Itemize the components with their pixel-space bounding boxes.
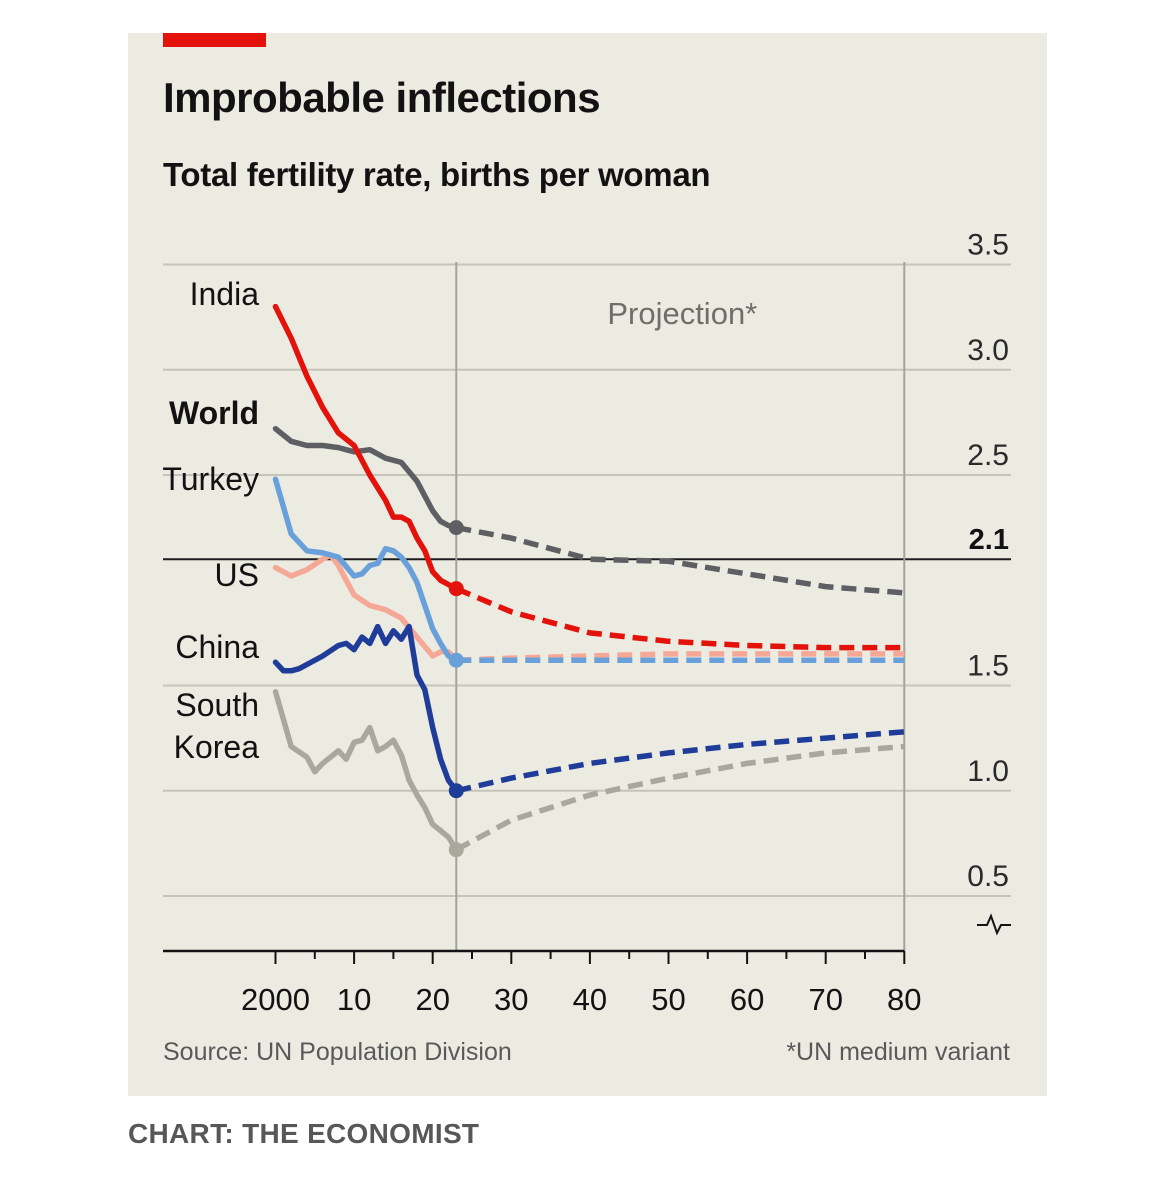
y-tick-label-2-1: 2.1 xyxy=(969,524,1009,556)
series-line-world xyxy=(272,425,460,531)
series-projection-india xyxy=(455,586,905,651)
x-tick-label-40: 40 xyxy=(573,982,607,1017)
y-tick-label-2.5: 2.5 xyxy=(967,439,1009,472)
series-label-us: US xyxy=(215,557,259,593)
y-tick-label-0.5: 0.5 xyxy=(967,860,1009,893)
y-axis-break-icon xyxy=(977,913,1011,936)
series-marker-world xyxy=(448,520,464,536)
x-tick-label-10: 10 xyxy=(337,982,371,1017)
series-labels: India World Turkey US China South Korea xyxy=(162,276,259,765)
chart-title: Improbable inflections xyxy=(163,74,601,121)
chart-panel xyxy=(128,33,1047,1096)
series-line-turkey xyxy=(272,476,460,663)
series-label-south_korea-line2: Korea xyxy=(174,729,260,765)
series-marker-south_korea xyxy=(448,842,464,858)
brand-red-tag xyxy=(163,33,266,47)
series-label-india: India xyxy=(190,276,260,312)
x-tick-label-50: 50 xyxy=(651,982,685,1017)
x-tick-label-30: 30 xyxy=(494,982,528,1017)
series-label-china: China xyxy=(175,629,259,665)
series-projection-world xyxy=(455,524,905,596)
x-tick-label-70: 70 xyxy=(808,982,842,1017)
series-line-china xyxy=(272,623,460,794)
series-marker-india xyxy=(448,581,464,597)
axes: 0.5 1.0 1.5 2.5 3.0 3.5 2.1 2000 10 20 30 40 50 60 70 8… xyxy=(163,229,1011,1017)
x-tick-label-20: 20 xyxy=(415,982,449,1017)
y-tick-label-1.5: 1.5 xyxy=(967,650,1009,683)
x-tick-label-60: 60 xyxy=(730,982,764,1017)
series-line-us xyxy=(272,552,460,663)
series-projection-south_korea xyxy=(455,743,905,853)
x-tick-label-80: 80 xyxy=(887,982,921,1017)
source-note: Source: UN Population Division xyxy=(163,1038,512,1066)
series-label-world: World xyxy=(169,395,259,431)
series-projection-china xyxy=(455,729,905,794)
gridlines xyxy=(163,263,1011,897)
series-marker-china xyxy=(448,783,464,799)
y-tick-label-3.5: 3.5 xyxy=(967,229,1009,262)
projection-label: Projection* xyxy=(607,296,757,331)
y-tick-label-3.0: 3.0 xyxy=(967,334,1009,367)
series-label-turkey: Turkey xyxy=(162,461,259,497)
series-line-south_korea xyxy=(272,689,460,853)
series-line-india xyxy=(272,303,460,592)
chart-subtitle: Total fertility rate, births per woman xyxy=(163,156,711,193)
footnote: *UN medium variant xyxy=(786,1038,1010,1066)
chart-credit: CHART: THE ECONOMIST xyxy=(128,1118,480,1149)
projection-divider: Projection* xyxy=(455,262,906,951)
x-tick-label-2000: 2000 xyxy=(241,982,310,1017)
series-marker-turkey xyxy=(448,652,464,668)
y-tick-label-1.0: 1.0 xyxy=(967,755,1009,788)
series-lines xyxy=(272,303,905,858)
series-label-south_korea-line1: South xyxy=(175,687,259,723)
